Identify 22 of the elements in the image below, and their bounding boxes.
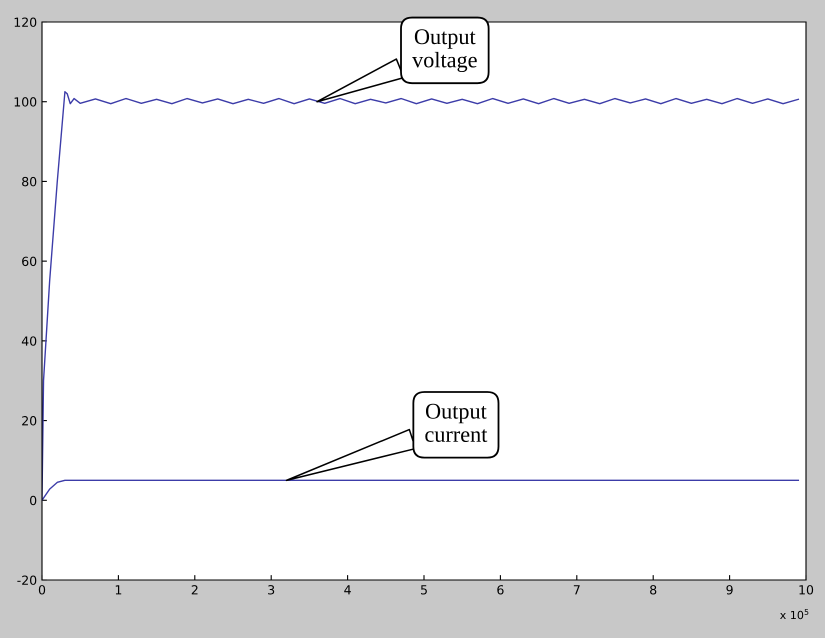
y-tick-label: 20 — [22, 416, 36, 426]
y-tick-label: 80 — [22, 176, 36, 186]
x-tick-label: 10 — [799, 585, 814, 595]
x-tick-label: 9 — [726, 585, 733, 595]
y-tick-label: 0 — [30, 496, 36, 506]
y-tick-label: 40 — [22, 336, 36, 346]
x-tick-label: 5 — [420, 585, 427, 595]
x-tick-label: 1 — [116, 585, 122, 594]
x-tick-label: 3 — [268, 585, 274, 595]
y-tick-label: 60 — [22, 256, 36, 266]
x-tick-label: 8 — [650, 585, 656, 595]
x-tick-label: 2 — [192, 585, 198, 594]
x-tick-label: 0 — [38, 585, 46, 595]
y-tick-label: 120 — [14, 17, 36, 27]
x-tick-label: 7 — [574, 585, 580, 594]
y-tick-label: -20 — [17, 575, 36, 585]
annotation: Output current — [425, 404, 488, 442]
text: x 10$^{5}$ — [780, 609, 808, 620]
x-tick-label: 4 — [344, 585, 351, 594]
x-tick-label: 6 — [497, 585, 504, 595]
annotation: Output voltage — [412, 29, 477, 72]
y-tick-label: 100 — [14, 97, 36, 107]
